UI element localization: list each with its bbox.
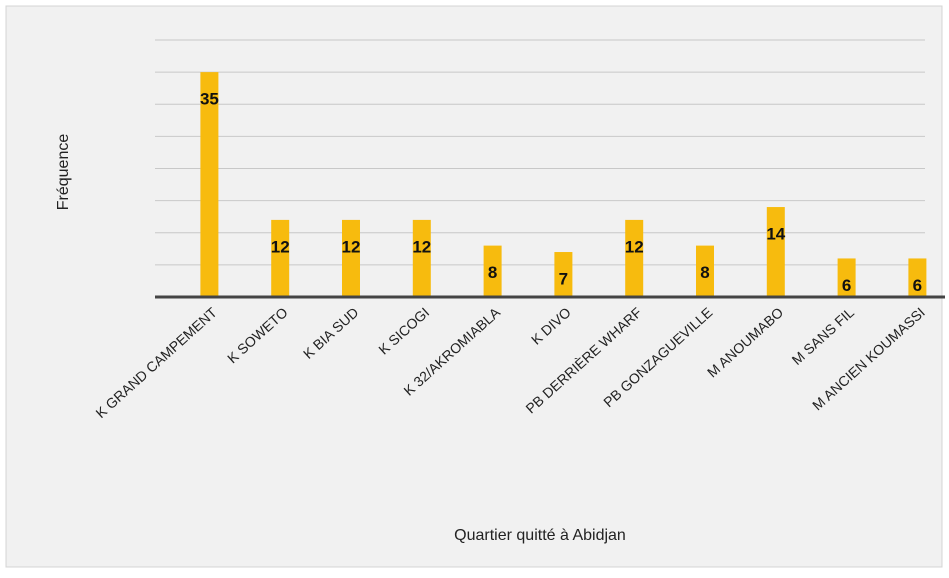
data-label: 7 bbox=[559, 270, 568, 289]
data-label: 14 bbox=[766, 225, 785, 244]
bar bbox=[483, 245, 502, 297]
data-label: 8 bbox=[488, 263, 497, 282]
bar bbox=[766, 207, 785, 297]
chart-background bbox=[5, 5, 943, 568]
bar bbox=[342, 219, 360, 297]
data-label: 6 bbox=[842, 276, 851, 295]
bar bbox=[696, 245, 714, 297]
x-axis-title: Quartier quitté à Abidjan bbox=[454, 527, 626, 544]
bar bbox=[837, 258, 856, 297]
data-label: 12 bbox=[271, 237, 290, 256]
data-label: 6 bbox=[913, 276, 922, 295]
bar bbox=[412, 219, 431, 297]
data-label: 8 bbox=[700, 263, 709, 282]
data-label: 35 bbox=[200, 90, 219, 109]
bar bbox=[200, 72, 219, 297]
y-axis-title: Fréquence bbox=[55, 134, 72, 211]
data-label: 12 bbox=[412, 237, 431, 256]
data-label: 12 bbox=[342, 237, 361, 256]
data-label: 12 bbox=[625, 237, 644, 256]
bar bbox=[908, 258, 927, 297]
bar bbox=[625, 219, 644, 297]
bar bbox=[271, 219, 290, 297]
bar bbox=[554, 252, 573, 297]
